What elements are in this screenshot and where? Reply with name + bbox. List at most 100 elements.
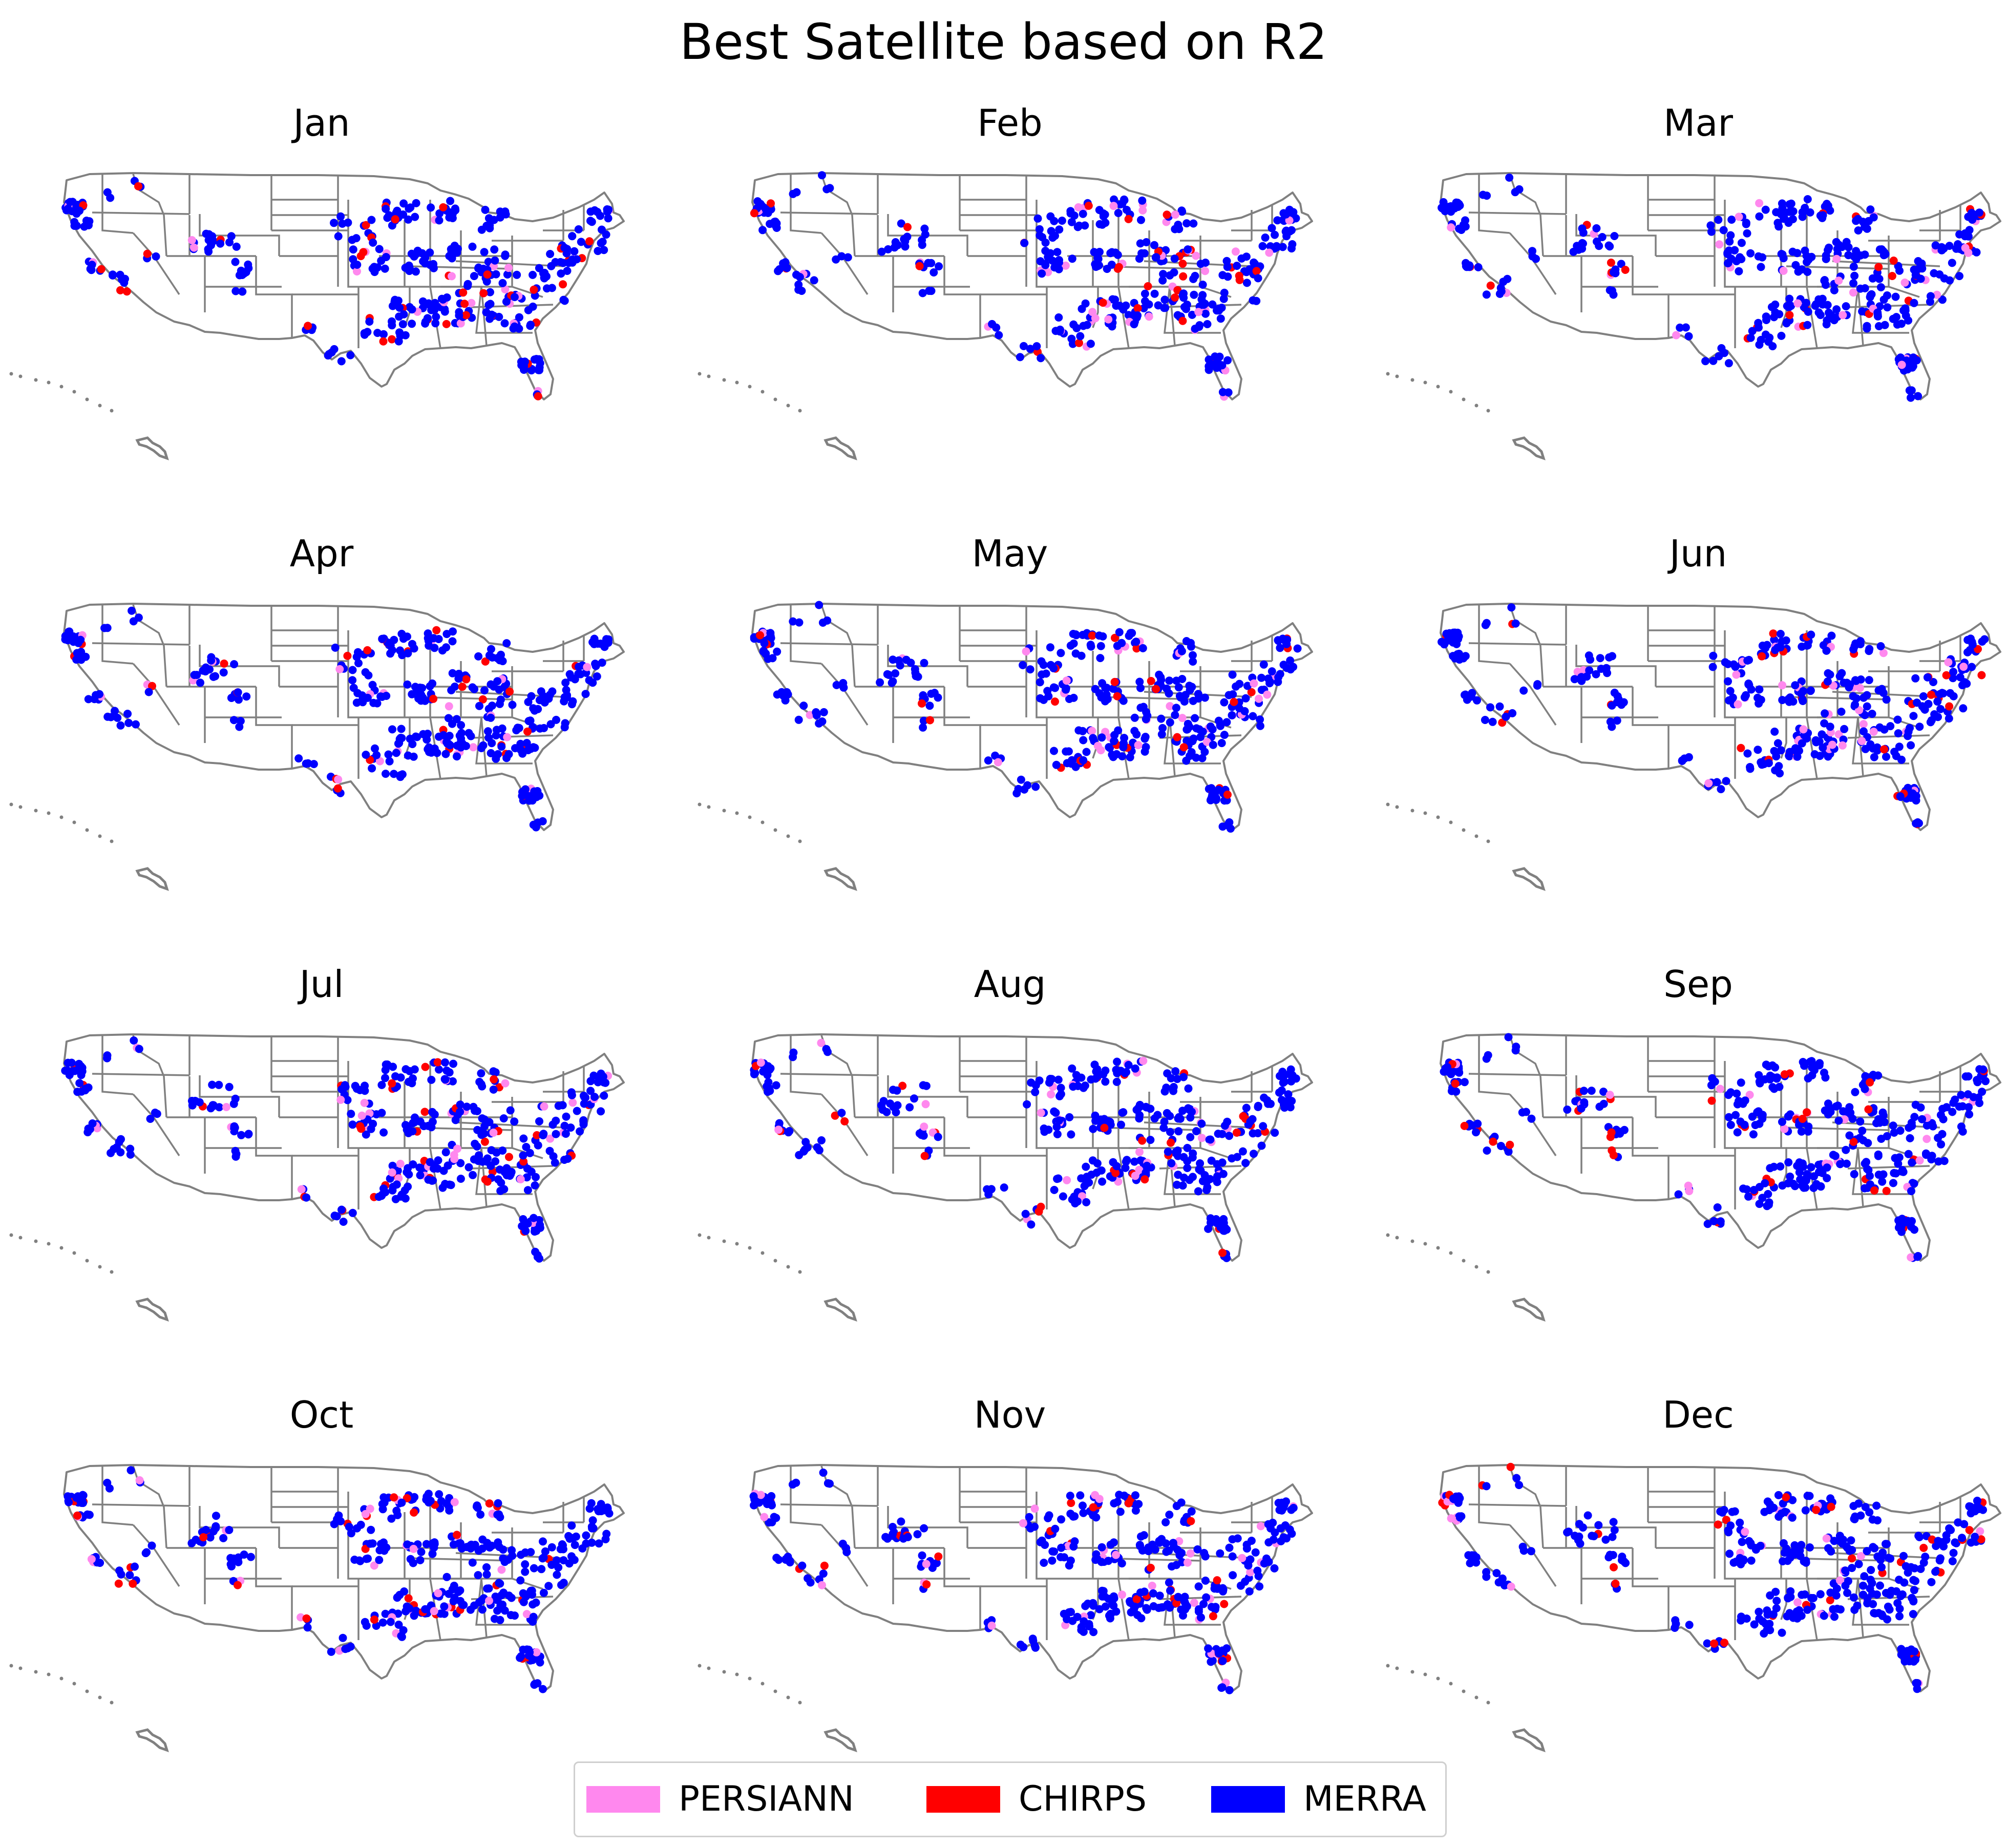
- station-point: [1449, 631, 1457, 640]
- station-point: [362, 221, 370, 229]
- station-point: [1879, 1170, 1888, 1179]
- station-point: [441, 1148, 450, 1157]
- station-point: [1507, 1582, 1515, 1591]
- station-point: [897, 219, 905, 228]
- station-point: [530, 355, 539, 364]
- station-point: [1815, 752, 1824, 760]
- station-point: [1703, 1220, 1712, 1228]
- station-point: [1136, 239, 1145, 248]
- station-point: [1172, 704, 1180, 712]
- station-point: [441, 1058, 449, 1067]
- station-point: [1271, 230, 1279, 239]
- station-point: [1119, 743, 1128, 752]
- station-point: [1067, 1608, 1075, 1617]
- station-point: [97, 265, 105, 273]
- station-point: [1208, 725, 1217, 734]
- station-point: [492, 731, 500, 740]
- station-point: [220, 660, 228, 668]
- station-point: [501, 285, 510, 294]
- station-point: [1138, 1546, 1147, 1555]
- station-point: [539, 1131, 547, 1139]
- station-point: [1215, 304, 1223, 313]
- station-point: [817, 1038, 826, 1047]
- station-point: [889, 1530, 897, 1538]
- station-point: [933, 1559, 941, 1567]
- station-point: [1233, 262, 1241, 270]
- station-point: [1213, 1160, 1221, 1169]
- station-point: [1874, 322, 1883, 330]
- island-dot: [1436, 1246, 1440, 1250]
- station-point: [333, 784, 342, 793]
- station-point: [1754, 746, 1762, 754]
- station-point: [1284, 1090, 1293, 1099]
- station-point: [494, 750, 502, 758]
- station-point: [354, 659, 363, 668]
- station-point: [406, 1555, 415, 1563]
- station-point: [1876, 642, 1885, 650]
- station-point: [587, 1538, 596, 1547]
- station-point: [521, 1548, 530, 1557]
- station-point: [1198, 281, 1207, 289]
- station-point: [454, 674, 463, 683]
- station-point: [1908, 1158, 1916, 1167]
- island-dot: [72, 390, 76, 394]
- station-point: [379, 330, 388, 338]
- station-point: [1171, 1067, 1180, 1076]
- station-point: [1223, 356, 1232, 365]
- station-point: [1858, 1127, 1867, 1135]
- station-point: [399, 634, 408, 643]
- station-point: [1202, 1177, 1211, 1185]
- station-point: [837, 1109, 846, 1117]
- station-point: [482, 1570, 491, 1579]
- station-point: [370, 1561, 378, 1570]
- station-point: [405, 1170, 413, 1179]
- station-point: [428, 1176, 436, 1185]
- station-point: [1451, 1079, 1460, 1088]
- station-point: [478, 1535, 487, 1544]
- station-point: [222, 1103, 230, 1111]
- station-point: [529, 1618, 537, 1626]
- station-point: [432, 626, 441, 634]
- station-point: [1874, 263, 1883, 271]
- map-panel-nov: [698, 1464, 1313, 1753]
- station-point: [593, 672, 601, 681]
- station-point: [484, 733, 493, 742]
- station-point: [1165, 689, 1173, 698]
- station-point: [1914, 392, 1923, 400]
- station-point: [1072, 324, 1081, 332]
- station-point: [1472, 1128, 1480, 1137]
- station-point: [362, 1130, 370, 1139]
- station-point: [1067, 759, 1075, 768]
- station-point: [799, 702, 808, 710]
- station-point: [1879, 295, 1888, 304]
- station-point: [408, 305, 416, 314]
- station-point: [1111, 633, 1119, 642]
- station-point: [1897, 320, 1906, 328]
- station-point: [476, 1510, 485, 1519]
- station-point: [1183, 1558, 1192, 1567]
- station-point: [792, 270, 800, 279]
- station-point: [1737, 255, 1746, 263]
- station-point: [86, 1125, 94, 1134]
- station-point: [1460, 1078, 1469, 1087]
- station-point: [1869, 744, 1877, 753]
- island-dot: [1410, 1670, 1414, 1674]
- station-point: [545, 1146, 554, 1155]
- station-point: [1512, 1043, 1520, 1051]
- station-point: [208, 232, 217, 241]
- station-point: [65, 1498, 73, 1506]
- station-point: [1113, 1057, 1122, 1066]
- station-point: [1607, 259, 1615, 267]
- station-point: [147, 1541, 156, 1550]
- station-point: [447, 1181, 455, 1189]
- station-point: [445, 732, 454, 740]
- station-point: [1213, 1178, 1221, 1186]
- station-point: [513, 270, 521, 279]
- station-point: [1053, 1130, 1062, 1138]
- station-point: [397, 1632, 406, 1641]
- station-point: [1724, 259, 1733, 267]
- station-point: [1182, 756, 1191, 765]
- station-point: [1057, 649, 1065, 657]
- station-point: [1438, 638, 1446, 646]
- map-panel-apr: [9, 603, 625, 891]
